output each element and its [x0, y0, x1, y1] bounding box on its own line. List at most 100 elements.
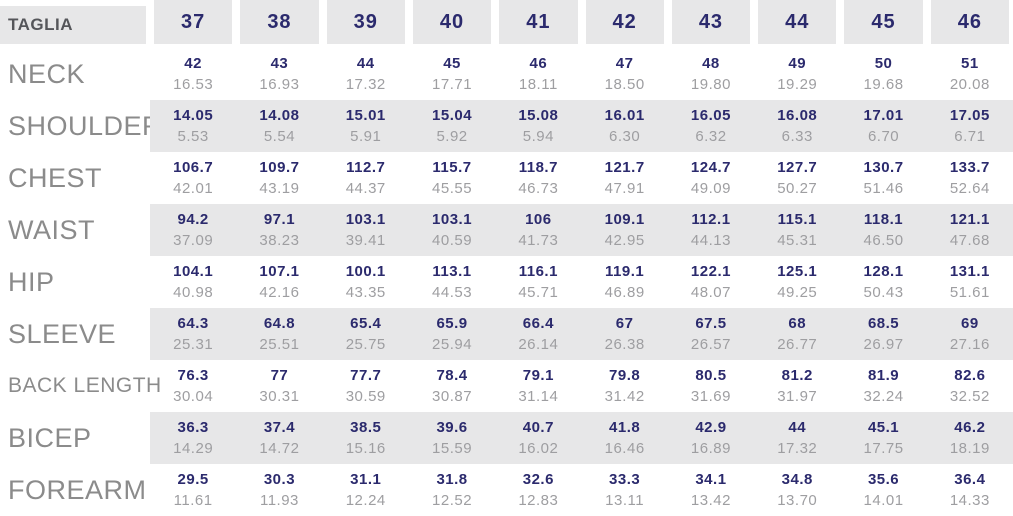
row-label: SHOULDER — [0, 100, 162, 152]
value-inches: 46.89 — [604, 284, 645, 301]
value-cm: 78.4 — [436, 367, 468, 384]
value-cm: 81.9 — [867, 367, 900, 384]
value-cm: 47 — [615, 55, 634, 72]
value-cm: 33.3 — [609, 471, 641, 488]
value-inches: 25.94 — [432, 336, 473, 353]
value-cm: 97.1 — [263, 211, 296, 228]
value-cm: 34.8 — [781, 471, 813, 488]
measurement-cell: 41.8 16.46 — [581, 412, 668, 464]
measurement-name: NECK — [8, 58, 86, 89]
value-inches: 5.54 — [263, 128, 296, 145]
value-cm: 109.7 — [259, 159, 300, 176]
value-inches: 30.31 — [259, 388, 300, 405]
size-header-value: 40 — [439, 10, 465, 33]
value-cm: 106 — [525, 211, 552, 228]
value-cm: 38.5 — [350, 419, 382, 436]
value-cm: 31.8 — [436, 471, 468, 488]
measurement-cell: 79.8 31.42 — [582, 360, 668, 412]
value-inches: 44.53 — [432, 284, 473, 301]
value-inches: 11.93 — [259, 492, 299, 509]
value-inches: 52.64 — [949, 180, 990, 197]
measurement-cell: 103.1 39.41 — [322, 204, 409, 256]
value-cm: 67.5 — [695, 315, 727, 332]
measurement-cell: 107.1 42.16 — [236, 256, 322, 308]
measurement-cell: 16.01 6.30 — [581, 100, 668, 152]
row-label: BICEP — [0, 412, 150, 464]
value-inches: 17.32 — [777, 440, 818, 457]
value-cm: 113.1 — [432, 263, 472, 280]
measurement-cell: 65.4 25.75 — [322, 308, 409, 360]
measurement-cell: 31.1 12.24 — [323, 464, 409, 516]
measurement-name: SHOULDER — [8, 110, 163, 141]
value-inches: 25.51 — [259, 336, 300, 353]
measurement-cell: 106 41.73 — [495, 204, 582, 256]
measurement-cell: 37.4 14.72 — [236, 412, 323, 464]
value-cm: 69 — [961, 315, 979, 332]
value-cm: 77 — [270, 367, 289, 384]
value-inches: 6.70 — [867, 128, 900, 145]
row-label: FOREARM — [0, 464, 150, 516]
row-label: SLEEVE — [0, 308, 150, 360]
measurement-cell: 77.7 30.59 — [323, 360, 409, 412]
value-cm: 42 — [184, 55, 202, 72]
value-inches: 42.95 — [604, 232, 645, 249]
value-inches: 17.32 — [345, 76, 386, 93]
value-cm: 109.1 — [604, 211, 645, 228]
value-cm: 43 — [270, 55, 289, 72]
value-cm: 17.01 — [863, 107, 904, 124]
value-cm: 127.7 — [777, 159, 818, 176]
value-cm: 14.08 — [259, 107, 300, 124]
measurement-cell: 17.01 6.70 — [840, 100, 927, 152]
value-inches: 16.89 — [690, 440, 731, 457]
measurement-cell: 103.1 40.59 — [408, 204, 496, 256]
measurement-cell: 50 19.68 — [840, 48, 926, 100]
value-inches: 30.87 — [432, 388, 473, 405]
value-cm: 94.2 — [177, 211, 209, 228]
value-cm: 37.4 — [263, 419, 296, 436]
value-cm: 36.3 — [177, 419, 209, 436]
measurement-cell: 81.9 32.24 — [840, 360, 926, 412]
value-inches: 51.61 — [949, 284, 990, 301]
value-inches: 26.57 — [690, 336, 731, 353]
value-cm: 35.6 — [867, 471, 900, 488]
measurement-cell: 34.1 13.42 — [668, 464, 754, 516]
row-label: NECK — [0, 48, 150, 100]
value-cm: 112.7 — [346, 159, 386, 176]
measurement-cell: 68 26.77 — [754, 308, 841, 360]
size-column-header: 40 — [409, 0, 495, 48]
measurement-cell: 112.7 44.37 — [323, 152, 409, 204]
measurement-cell: 69 27.16 — [926, 308, 1013, 360]
value-cm: 106.7 — [173, 159, 214, 176]
value-cm: 82.6 — [954, 367, 986, 384]
value-cm: 79.1 — [522, 367, 554, 384]
value-inches: 16.53 — [173, 76, 214, 93]
value-cm: 77.7 — [350, 367, 382, 384]
value-cm: 14.05 — [173, 107, 214, 124]
size-column-header: 43 — [668, 0, 754, 48]
value-inches: 47.68 — [949, 232, 990, 249]
measurement-cell: 122.1 48.07 — [668, 256, 754, 308]
value-inches: 18.19 — [949, 440, 990, 457]
value-inches: 42.01 — [173, 180, 214, 197]
measurement-cell: 42.9 16.89 — [667, 412, 755, 464]
value-inches: 19.29 — [777, 76, 818, 93]
value-cm: 16.08 — [777, 107, 818, 124]
measurement-name: BICEP — [8, 422, 92, 453]
value-inches: 20.08 — [949, 76, 990, 93]
value-inches: 46.50 — [863, 232, 904, 249]
measurement-cell: 38.5 15.16 — [322, 412, 409, 464]
value-inches: 40.59 — [432, 232, 473, 249]
value-inches: 31.69 — [690, 388, 731, 405]
value-inches: 12.52 — [432, 492, 473, 509]
value-cm: 15.01 — [345, 107, 386, 124]
measurement-cell: 36.3 14.29 — [150, 412, 237, 464]
value-inches: 5.92 — [436, 128, 468, 145]
measurement-cell: 14.05 5.53 — [150, 100, 237, 152]
measurement-cell: 39.6 15.59 — [408, 412, 496, 464]
measurement-cell: 64.3 25.31 — [150, 308, 237, 360]
value-cm: 39.6 — [436, 419, 468, 436]
value-inches: 45.55 — [432, 180, 473, 197]
value-cm: 68 — [788, 315, 807, 332]
value-inches: 6.30 — [609, 128, 641, 145]
size-column-header: 38 — [236, 0, 322, 48]
